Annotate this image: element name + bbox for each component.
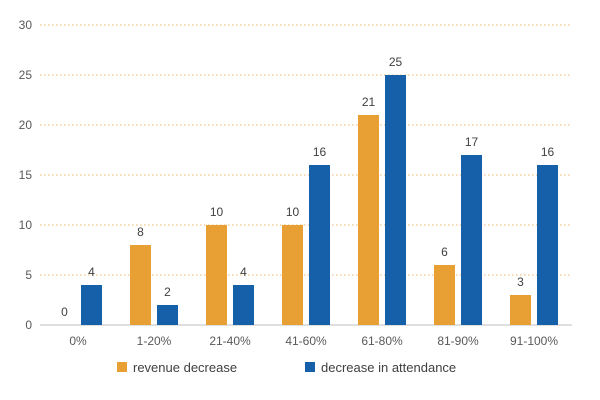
bar-revenue-2 [206, 225, 227, 325]
x-axis-ticks: 0% 1-20% 21-40% 41-60% 61-80% 81-90% 91-100% [69, 334, 558, 348]
x-tick-label: 81-90% [437, 334, 479, 348]
bars [81, 75, 558, 325]
data-label-attendance-5: 17 [465, 135, 479, 149]
data-label-attendance-2: 4 [240, 265, 247, 279]
legend-label-attendance: decrease in attendance [321, 360, 456, 375]
data-label-attendance-1: 2 [164, 285, 171, 299]
data-label-revenue-3: 10 [286, 205, 300, 219]
x-tick-label: 41-60% [285, 334, 327, 348]
x-tick-label: 0% [69, 334, 87, 348]
y-tick-label: 20 [19, 118, 33, 132]
x-tick-label: 21-40% [209, 334, 251, 348]
y-tick-label: 0 [25, 318, 32, 332]
data-label-attendance-4: 25 [389, 55, 403, 69]
bar-attendance-6 [537, 165, 558, 325]
x-tick-label: 91-100% [510, 334, 558, 348]
y-axis-ticks: 0 5 10 15 20 25 30 [19, 18, 33, 332]
y-tick-label: 25 [19, 68, 33, 82]
bar-attendance-5 [461, 155, 482, 325]
bar-revenue-3 [282, 225, 303, 325]
bar-attendance-2 [233, 285, 254, 325]
data-label-revenue-2: 10 [210, 205, 224, 219]
x-tick-label: 61-80% [361, 334, 403, 348]
bar-revenue-4 [358, 115, 379, 325]
y-tick-label: 10 [19, 218, 33, 232]
bar-revenue-1 [130, 245, 151, 325]
legend-label-revenue: revenue decrease [133, 360, 237, 375]
data-label-revenue-6: 3 [517, 275, 524, 289]
data-label-revenue-5: 6 [441, 245, 448, 259]
data-label-revenue-4: 21 [362, 95, 376, 109]
bar-attendance-3 [309, 165, 330, 325]
gridlines [40, 24, 572, 326]
bar-revenue-6 [510, 295, 531, 325]
bar-attendance-1 [157, 305, 178, 325]
data-label-attendance-0: 4 [88, 265, 95, 279]
bar-revenue-5 [434, 265, 455, 325]
x-tick-label: 1-20% [137, 334, 172, 348]
data-label-revenue-1: 8 [137, 225, 144, 239]
y-tick-label: 15 [19, 168, 33, 182]
y-tick-label: 5 [25, 268, 32, 282]
data-label-revenue-0: 0 [61, 305, 68, 319]
data-labels: 0 8 10 10 21 6 3 4 2 4 16 25 17 16 [61, 55, 554, 319]
bar-attendance-4 [385, 75, 406, 325]
legend-swatch-revenue [117, 362, 127, 372]
data-label-attendance-6: 16 [541, 145, 555, 159]
legend-swatch-attendance [305, 362, 315, 372]
y-tick-label: 30 [19, 18, 33, 32]
bar-attendance-0 [81, 285, 102, 325]
legend: revenue decrease decrease in attendance [117, 360, 456, 375]
data-label-attendance-3: 16 [313, 145, 327, 159]
